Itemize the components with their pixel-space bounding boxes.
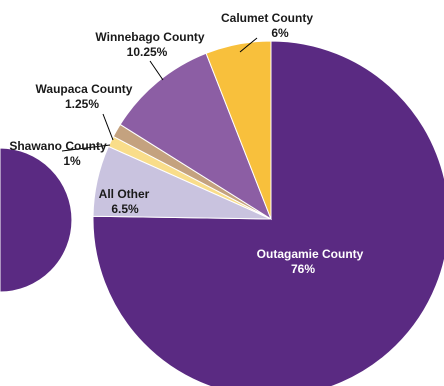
label-waupaca-value: 1.25% bbox=[65, 97, 99, 111]
leader-line-shawano bbox=[61, 144, 111, 152]
label-all-other-value: 6.5% bbox=[111, 202, 139, 216]
leader-line-calumet bbox=[239, 37, 258, 53]
label-winnebago-value: 10.25% bbox=[127, 45, 168, 59]
label-winnebago-name: Winnebago County bbox=[95, 30, 205, 44]
pie-slice-calumet-county bbox=[205, 40, 272, 220]
slice-labels: Calumet County 6% Winnebago County 10.25… bbox=[9, 11, 363, 276]
pie-slice-winnebago-county bbox=[119, 52, 273, 221]
label-shawano-value: 1% bbox=[63, 154, 81, 168]
adjacent-pie-edge bbox=[0, 147, 73, 293]
label-all-other-name: All Other bbox=[99, 187, 150, 201]
leader-line-winnebago bbox=[149, 60, 164, 81]
label-calumet-name: Calumet County bbox=[221, 11, 313, 25]
label-shawano-name: Shawano County bbox=[9, 139, 107, 153]
leader-lines bbox=[61, 37, 258, 152]
pie-slice-outagamie-county bbox=[92, 40, 444, 386]
label-outagamie-name: Outagamie County bbox=[257, 247, 364, 261]
pie-slices bbox=[92, 40, 444, 386]
label-outagamie-value: 76% bbox=[291, 262, 315, 276]
label-waupaca-name: Waupaca County bbox=[36, 82, 133, 96]
label-calumet-value: 6% bbox=[271, 26, 289, 40]
leader-line-waupaca bbox=[102, 113, 114, 141]
